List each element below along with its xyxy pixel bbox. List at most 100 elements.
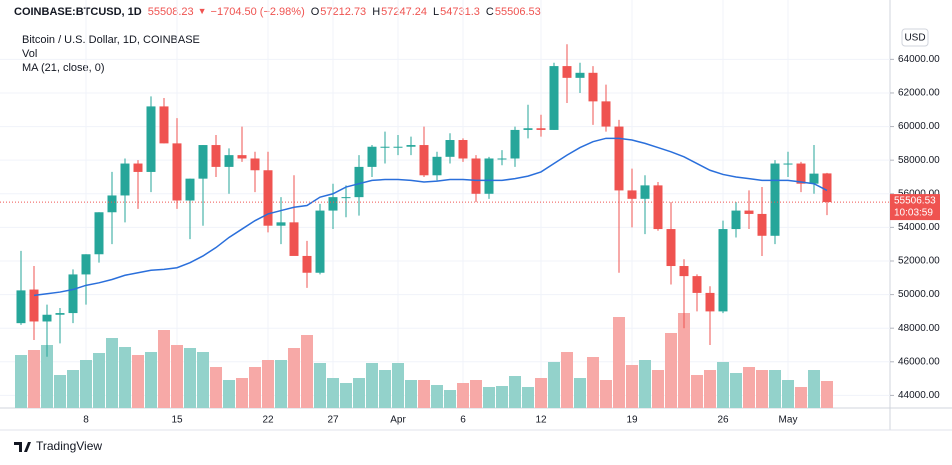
volume-bar: [210, 367, 222, 408]
change-arrow: ▼: [198, 6, 207, 16]
volume-bar: [145, 352, 157, 408]
tradingview-logo[interactable]: TradingView: [14, 439, 102, 453]
candle-body: [81, 254, 91, 275]
candle-body: [55, 313, 65, 315]
x-tick-label: 8: [83, 415, 89, 426]
candle-body: [224, 155, 234, 167]
volume-bar: [236, 378, 248, 408]
candle-body: [614, 126, 624, 191]
volume-bar: [379, 370, 391, 408]
volume-bar: [197, 352, 209, 408]
candle-body: [380, 146, 390, 148]
volume-bar: [106, 338, 118, 408]
volume-bar: [782, 380, 794, 408]
ma-line: [33, 137, 828, 297]
symbol: COINBASE:BTCUSD, 1D: [14, 6, 142, 18]
candle-body: [302, 255, 312, 273]
volume-bar: [639, 360, 651, 408]
x-tick-label: 15: [171, 415, 183, 426]
volume-bar: [418, 380, 430, 408]
h-value: 57247.24: [381, 6, 427, 18]
candle-body: [666, 229, 676, 267]
volume-bar: [41, 345, 53, 408]
y-tick-label: 46000.00: [898, 356, 940, 367]
candle-body: [705, 292, 715, 312]
x-tick-label: 26: [717, 415, 729, 426]
volume-bar: [28, 350, 40, 408]
volume-bar: [717, 362, 729, 408]
candle-body: [315, 210, 325, 273]
candle-body: [393, 146, 403, 148]
chart-title: Bitcoin / U.S. Dollar, 1D, COINBASE: [22, 34, 200, 46]
volume-bar: [522, 387, 534, 408]
candle-body: [159, 106, 169, 144]
y-tick-label: 44000.00: [898, 390, 940, 401]
candle-body: [68, 274, 78, 314]
logo-icon[interactable]: [14, 442, 31, 452]
candle-body: [445, 140, 455, 157]
candle-body: [692, 276, 702, 293]
ma-legend: MA (21, close, 0): [22, 62, 105, 74]
volume-bar: [223, 380, 235, 408]
x-tick-label: 27: [327, 415, 339, 426]
candle-body: [133, 163, 143, 172]
candle-body: [185, 178, 195, 201]
volume-bar: [249, 367, 261, 408]
o-label: O: [311, 6, 320, 18]
candle-body: [809, 173, 819, 184]
last-price-label: 55506.53: [894, 196, 936, 207]
volume-bar: [600, 380, 612, 408]
o-value: 57212.73: [320, 6, 366, 18]
candle-body: [341, 197, 351, 199]
volume-bar: [15, 355, 27, 408]
change: −1704.50 (−2.98%): [211, 6, 305, 18]
candle-body: [718, 229, 728, 312]
volume-bar: [496, 386, 508, 408]
candle-body: [822, 173, 832, 203]
volume-bar: [613, 317, 625, 408]
last-price-tag: [890, 194, 940, 221]
currency-button[interactable]: [901, 28, 929, 47]
x-tick-label: 12: [535, 415, 547, 426]
candle-body: [523, 128, 533, 130]
candle-body: [536, 128, 546, 130]
candle-body: [198, 145, 208, 179]
volume-bar: [795, 387, 807, 408]
candle-body: [484, 158, 494, 194]
volume-bar: [652, 370, 664, 408]
volume-bar: [288, 348, 300, 408]
volume-bar: [756, 370, 768, 408]
volume-bar: [158, 330, 170, 408]
volume-bar: [483, 387, 495, 408]
volume-bar: [509, 376, 521, 408]
candle-body: [367, 146, 377, 167]
candle-body: [94, 212, 104, 255]
y-tick-label: 58000.00: [898, 155, 940, 166]
candle-body: [562, 66, 572, 78]
volume-bar: [626, 365, 638, 408]
candle-body: [42, 314, 52, 322]
volume-bar: [704, 370, 716, 408]
volume-bar: [535, 378, 547, 408]
candle-body: [757, 213, 767, 236]
candle-body: [146, 106, 156, 172]
candle-body: [263, 170, 273, 226]
volume-bar: [730, 373, 742, 408]
c-label: C: [486, 6, 494, 18]
currency-label[interactable]: USD: [904, 33, 925, 44]
l-label: L: [433, 6, 439, 18]
candle-body: [497, 158, 507, 160]
y-tick-label: 62000.00: [898, 88, 940, 99]
volume-bar: [119, 347, 131, 408]
candle-body: [783, 163, 793, 165]
y-tick-label: 54000.00: [898, 222, 940, 233]
volume-bar: [470, 380, 482, 408]
volume-bar: [392, 363, 404, 408]
volume-bar: [743, 367, 755, 408]
candle-body: [796, 163, 806, 184]
candle-body: [328, 197, 338, 211]
volume-bar: [132, 355, 144, 408]
candle-body: [770, 163, 780, 236]
brand-name[interactable]: TradingView: [36, 439, 102, 453]
